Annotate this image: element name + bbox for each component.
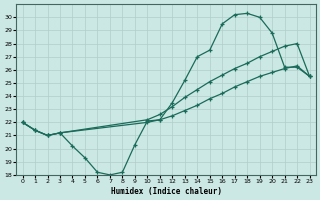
X-axis label: Humidex (Indice chaleur): Humidex (Indice chaleur) [111, 187, 221, 196]
